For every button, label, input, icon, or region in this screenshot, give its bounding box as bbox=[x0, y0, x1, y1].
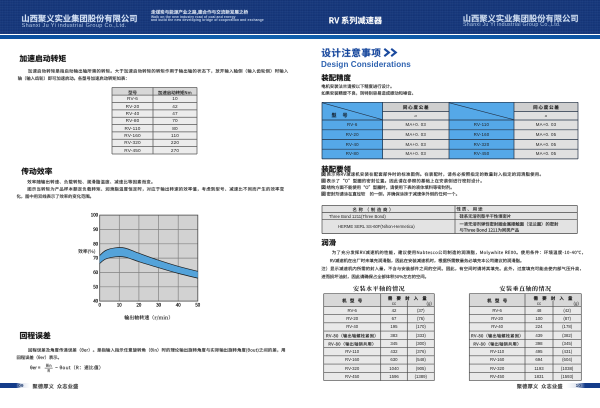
svg-text:40: 40 bbox=[176, 304, 181, 309]
svg-text:60: 60 bbox=[93, 271, 98, 276]
svg-text:90: 90 bbox=[93, 228, 98, 233]
svg-text:30: 30 bbox=[156, 304, 161, 309]
svg-text:50: 50 bbox=[195, 304, 200, 309]
svg-text:40: 40 bbox=[93, 300, 98, 305]
svg-text:0: 0 bbox=[98, 304, 101, 309]
svg-text:70: 70 bbox=[93, 257, 98, 262]
svg-text:10: 10 bbox=[117, 304, 122, 309]
svg-text:50: 50 bbox=[93, 285, 98, 290]
svg-text:100: 100 bbox=[91, 214, 99, 219]
svg-text:20: 20 bbox=[137, 304, 142, 309]
svg-text:80: 80 bbox=[93, 242, 98, 247]
